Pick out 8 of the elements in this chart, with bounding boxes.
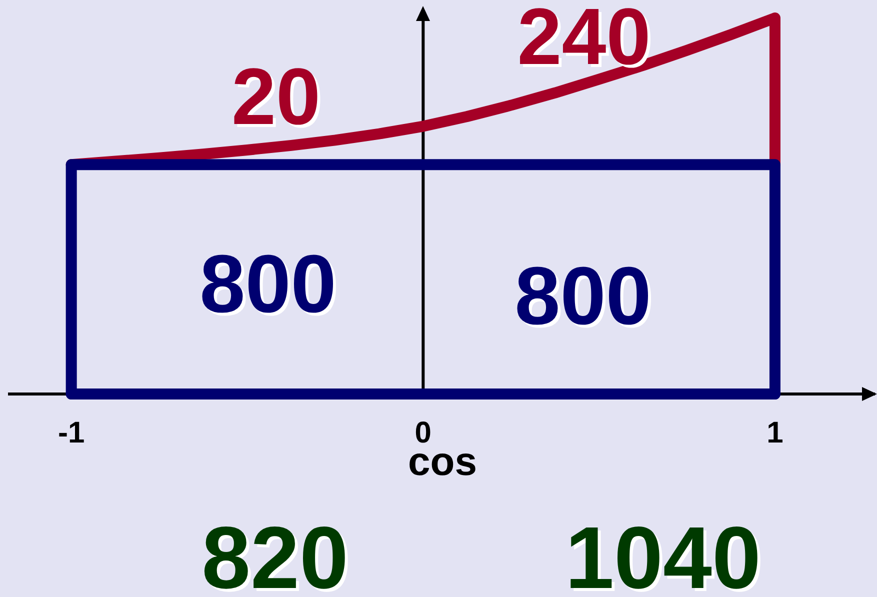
text: 820 xyxy=(202,508,348,597)
annotation: 240 xyxy=(517,0,651,81)
x-tick-label: 1 xyxy=(766,416,784,450)
x-tick-label: -1 xyxy=(58,416,85,450)
text: 1040 xyxy=(565,508,761,597)
annotation: 20 xyxy=(232,52,320,141)
annotation: 800 xyxy=(514,251,652,342)
annotation: 800 xyxy=(200,239,336,330)
